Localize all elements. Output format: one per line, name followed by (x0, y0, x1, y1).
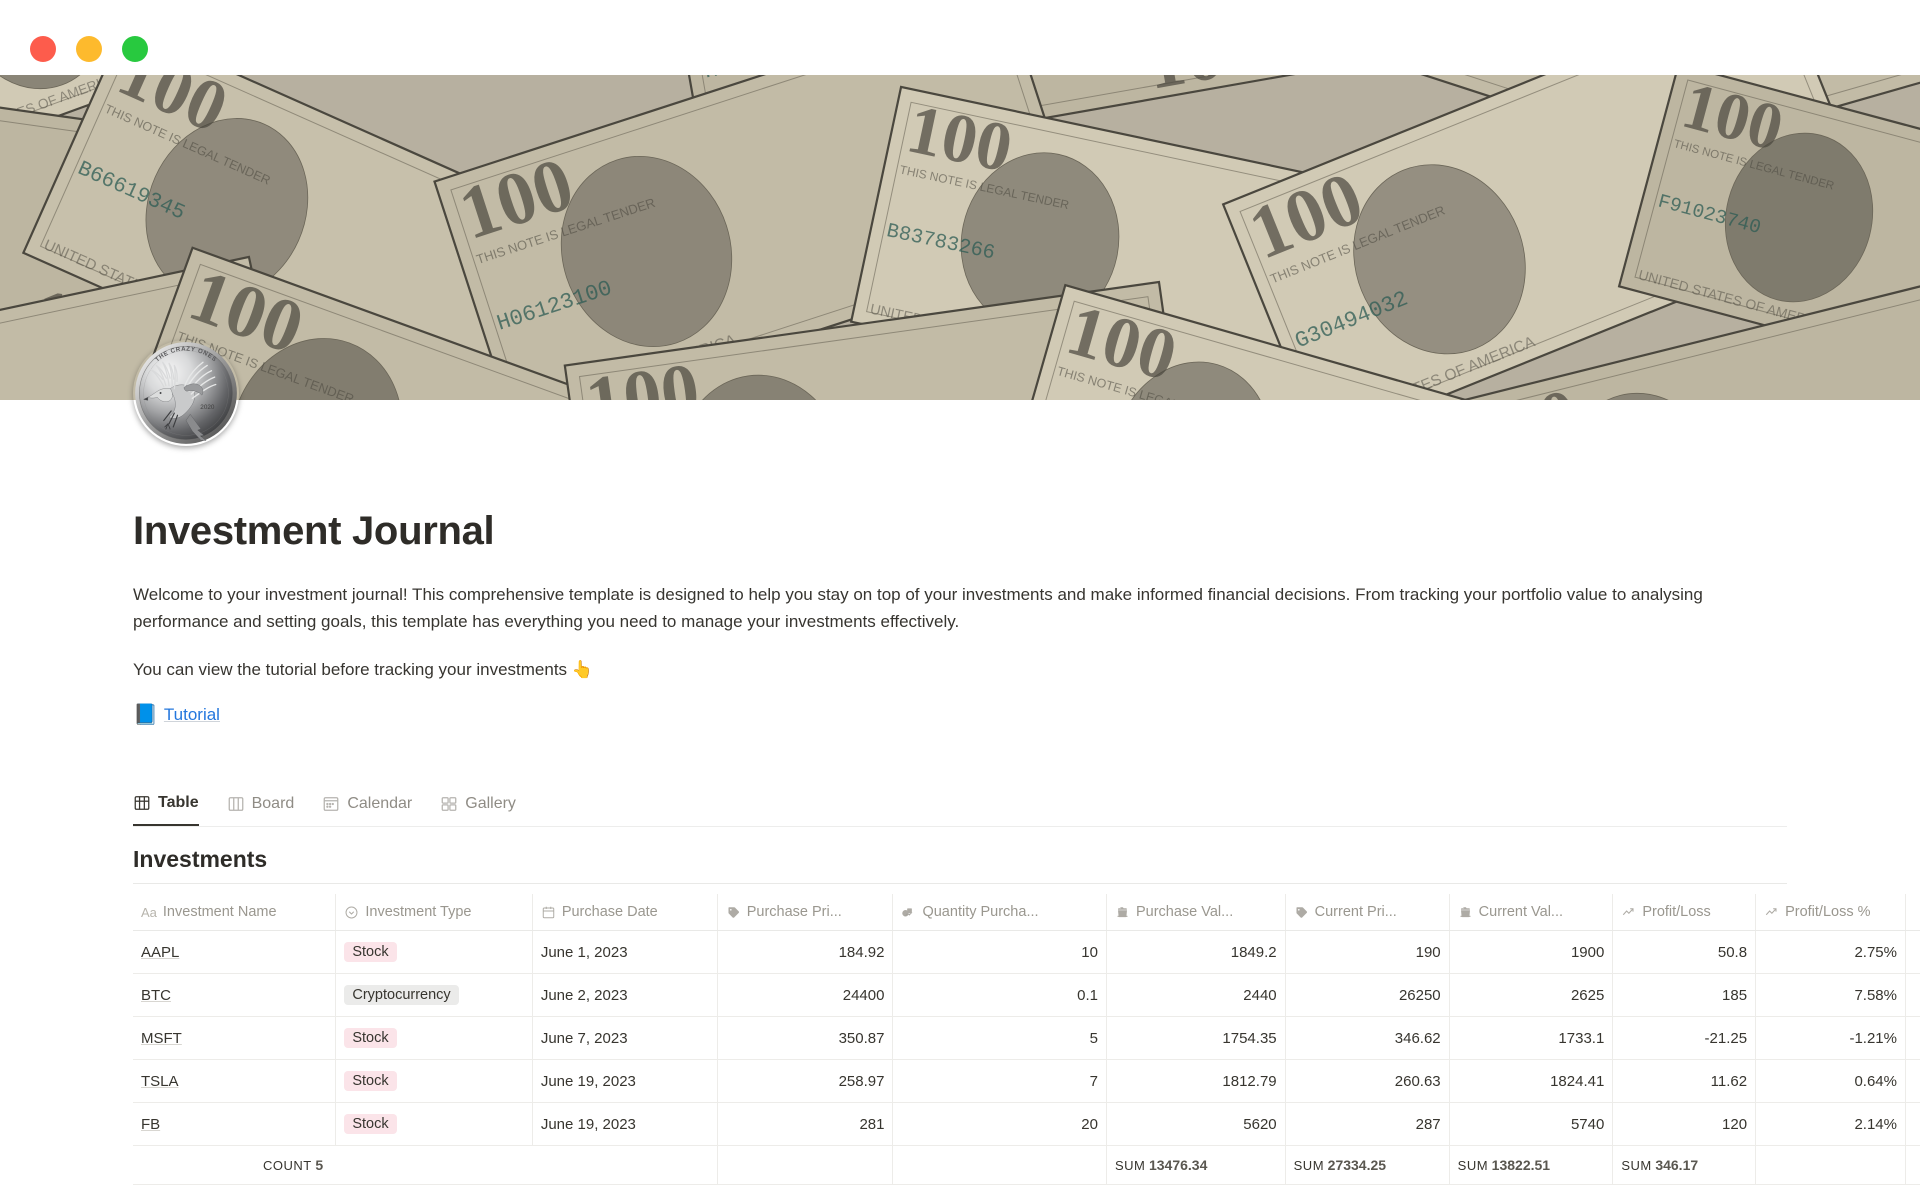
svg-text:2020: 2020 (200, 404, 215, 411)
